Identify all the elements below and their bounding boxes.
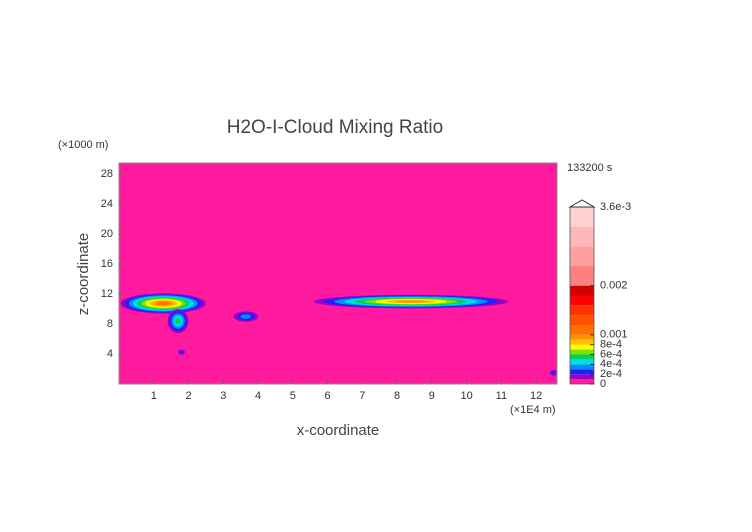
x-tick-label: 3 bbox=[220, 390, 226, 402]
contour-region bbox=[240, 314, 252, 319]
x-tick-label: 11 bbox=[496, 390, 507, 402]
x-tick-label: 9 bbox=[429, 390, 435, 402]
contour-region bbox=[551, 370, 556, 375]
colorbar-tick-label: 0 bbox=[600, 378, 606, 390]
time-label: 133200 s bbox=[567, 162, 613, 174]
x-tick-label: 1 bbox=[151, 390, 157, 402]
x-tick-label: 7 bbox=[359, 390, 365, 402]
colorbar-band bbox=[570, 369, 594, 375]
y-tick-label: 8 bbox=[107, 318, 113, 330]
y-unit: (×1000 m) bbox=[58, 139, 108, 151]
colorbar-arrow bbox=[568, 199, 596, 208]
colorbar-band bbox=[570, 364, 594, 370]
colorbar-band bbox=[570, 266, 594, 286]
colorbar-band bbox=[570, 334, 594, 340]
x-tick-label: 5 bbox=[290, 390, 296, 402]
colorbar-tick-label: 2e-4 bbox=[600, 368, 622, 380]
colorbar-tick-label: 0.002 bbox=[600, 280, 628, 292]
x-tick-label: 8 bbox=[394, 390, 400, 402]
y-tick-label: 20 bbox=[101, 228, 113, 240]
colorbar-band bbox=[570, 359, 594, 365]
colorbar-band bbox=[570, 295, 594, 306]
colorbar-tick-label: 4e-4 bbox=[600, 358, 622, 370]
y-tick-label: 12 bbox=[101, 288, 113, 300]
chart-title: H2O-I-Cloud Mixing Ratio bbox=[227, 117, 443, 138]
colorbar-band bbox=[570, 354, 594, 360]
x-tick-label: 10 bbox=[460, 390, 472, 402]
x-tick-label: 6 bbox=[325, 390, 331, 402]
colorbar-tick-label: 3.6e-3 bbox=[600, 201, 631, 213]
x-tick-label: 4 bbox=[255, 390, 261, 402]
plot-frame bbox=[118, 162, 558, 385]
colorbar-band bbox=[570, 344, 594, 350]
colorbar-band bbox=[570, 374, 594, 380]
colorbar-tick-label: 0.001 bbox=[600, 329, 628, 341]
colorbar-band bbox=[570, 349, 594, 355]
colorbar-band bbox=[570, 246, 594, 266]
contour-region bbox=[175, 317, 181, 325]
colorbar-band bbox=[570, 379, 594, 384]
colorbar-tick-label: 6e-4 bbox=[600, 348, 622, 360]
colorbar-band bbox=[570, 315, 594, 325]
colorbar-band bbox=[570, 207, 594, 227]
y-tick-label: 28 bbox=[101, 168, 113, 180]
y-axis-title: z-coordinate bbox=[75, 233, 92, 316]
x-tick-label: 12 bbox=[530, 390, 542, 402]
colorbar-band bbox=[570, 305, 594, 316]
y-tick-label: 16 bbox=[101, 258, 113, 270]
colorbar-band bbox=[570, 285, 594, 296]
colorbar-band bbox=[570, 339, 594, 345]
x-tick-label: 2 bbox=[185, 390, 191, 402]
colorbar-band bbox=[570, 226, 594, 247]
contour-region bbox=[395, 300, 427, 303]
field-background bbox=[119, 163, 557, 384]
x-unit: (×1E4 m) bbox=[510, 404, 556, 416]
x-axis-title: x-coordinate bbox=[297, 422, 380, 439]
colorbar-tick-label: 8e-4 bbox=[600, 339, 622, 351]
contour-region bbox=[157, 302, 170, 305]
y-tick-label: 24 bbox=[101, 198, 113, 210]
colorbar-band bbox=[570, 325, 594, 335]
contour-region bbox=[179, 350, 184, 354]
y-tick-label: 4 bbox=[107, 348, 113, 360]
